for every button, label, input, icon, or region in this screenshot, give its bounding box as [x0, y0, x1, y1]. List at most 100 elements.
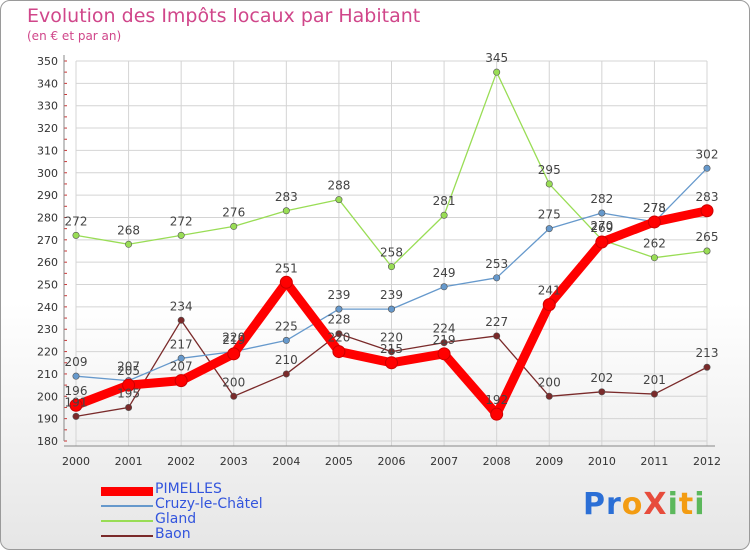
data-label: 202 [590, 371, 613, 385]
data-label: 272 [170, 214, 193, 228]
logo-letter: i [667, 487, 679, 522]
data-label: 262 [643, 237, 666, 251]
data-point [387, 348, 395, 356]
data-label: 215 [380, 342, 403, 356]
data-label: 200 [222, 375, 245, 389]
legend-swatch [101, 520, 153, 522]
logo-letter: P [583, 487, 606, 522]
y-tick-label: 320 [37, 122, 58, 135]
data-label: 217 [170, 337, 193, 351]
data-label: 219 [222, 333, 245, 347]
data-label: 196 [65, 384, 88, 398]
data-point [177, 354, 185, 362]
data-point [493, 274, 501, 282]
data-point [72, 412, 80, 420]
x-tick-label: 2000 [62, 455, 90, 468]
logo-letter: X [643, 487, 668, 522]
legend-label: PIMELLES [155, 481, 222, 497]
y-tick-label: 200 [37, 390, 58, 403]
legend-swatch [101, 535, 153, 537]
logo-letter: i [694, 487, 706, 522]
chart-title: Evolution des Impôts locaux par Habitant [27, 5, 421, 27]
x-tick-label: 2009 [535, 455, 563, 468]
y-tick-label: 340 [37, 77, 58, 90]
data-point [279, 275, 293, 289]
y-tick-label: 220 [37, 346, 58, 359]
data-label: 253 [485, 257, 508, 271]
data-point [385, 356, 398, 370]
data-label: 192 [485, 393, 508, 407]
data-point [493, 68, 501, 76]
logo-letter: t [678, 487, 695, 522]
data-point [647, 215, 661, 229]
y-tick-label: 330 [37, 100, 58, 113]
y-tick-label: 210 [37, 368, 58, 381]
data-point [230, 392, 238, 400]
legend-swatch [101, 486, 153, 496]
data-label: 239 [327, 288, 350, 302]
data-label: 302 [696, 147, 719, 161]
data-label: 227 [485, 315, 508, 329]
data-point [703, 363, 711, 371]
data-label: 283 [696, 190, 719, 204]
data-point [703, 247, 711, 255]
data-point [282, 336, 290, 344]
data-point [493, 332, 501, 340]
data-point [542, 298, 556, 312]
x-tick-label: 2004 [272, 455, 300, 468]
data-point [440, 283, 448, 291]
y-tick-label: 190 [37, 413, 58, 426]
data-label: 241 [538, 284, 561, 298]
chart-subtitle: (en € et par an) [27, 29, 122, 43]
data-point [598, 388, 606, 396]
x-tick-label: 2012 [693, 455, 721, 468]
data-point [598, 209, 606, 217]
y-tick-label: 240 [37, 301, 58, 314]
data-label: 210 [275, 353, 298, 367]
data-label: 249 [433, 266, 456, 280]
data-label: 220 [222, 331, 245, 345]
x-tick-label: 2010 [588, 455, 616, 468]
data-point [545, 180, 553, 188]
data-label: 270 [590, 219, 613, 233]
data-point [125, 240, 133, 248]
data-label: 225 [275, 319, 298, 333]
data-label: 209 [65, 355, 88, 369]
x-tick-label: 2001 [115, 455, 143, 468]
x-tick-label: 2008 [483, 455, 511, 468]
data-point [490, 407, 504, 421]
y-tick-label: 300 [37, 167, 58, 180]
data-label: 228 [327, 313, 350, 327]
data-point [650, 390, 658, 398]
data-label: 276 [222, 205, 245, 219]
data-point [700, 204, 714, 218]
data-label: 278 [643, 201, 666, 215]
x-tick-label: 2003 [220, 455, 248, 468]
data-label: 220 [380, 331, 403, 345]
y-tick-label: 250 [37, 279, 58, 292]
data-point [177, 231, 185, 239]
data-label: 234 [170, 299, 193, 313]
data-point [72, 372, 80, 380]
data-label: 191 [65, 395, 88, 409]
x-tick-label: 2007 [430, 455, 458, 468]
data-label: 219 [433, 333, 456, 347]
data-point [282, 370, 290, 378]
data-point [440, 211, 448, 219]
data-point [227, 347, 241, 361]
y-tick-label: 230 [37, 323, 58, 336]
data-point [230, 222, 238, 230]
y-tick-label: 260 [37, 256, 58, 269]
data-point [545, 225, 553, 233]
data-point [545, 392, 553, 400]
data-label: 213 [696, 346, 719, 360]
data-point [440, 339, 448, 347]
data-label: 345 [485, 51, 508, 65]
data-point [177, 316, 185, 324]
data-point [122, 378, 136, 392]
data-label: 239 [380, 288, 403, 302]
logo-letter: o [621, 487, 644, 522]
x-tick-label: 2005 [325, 455, 353, 468]
